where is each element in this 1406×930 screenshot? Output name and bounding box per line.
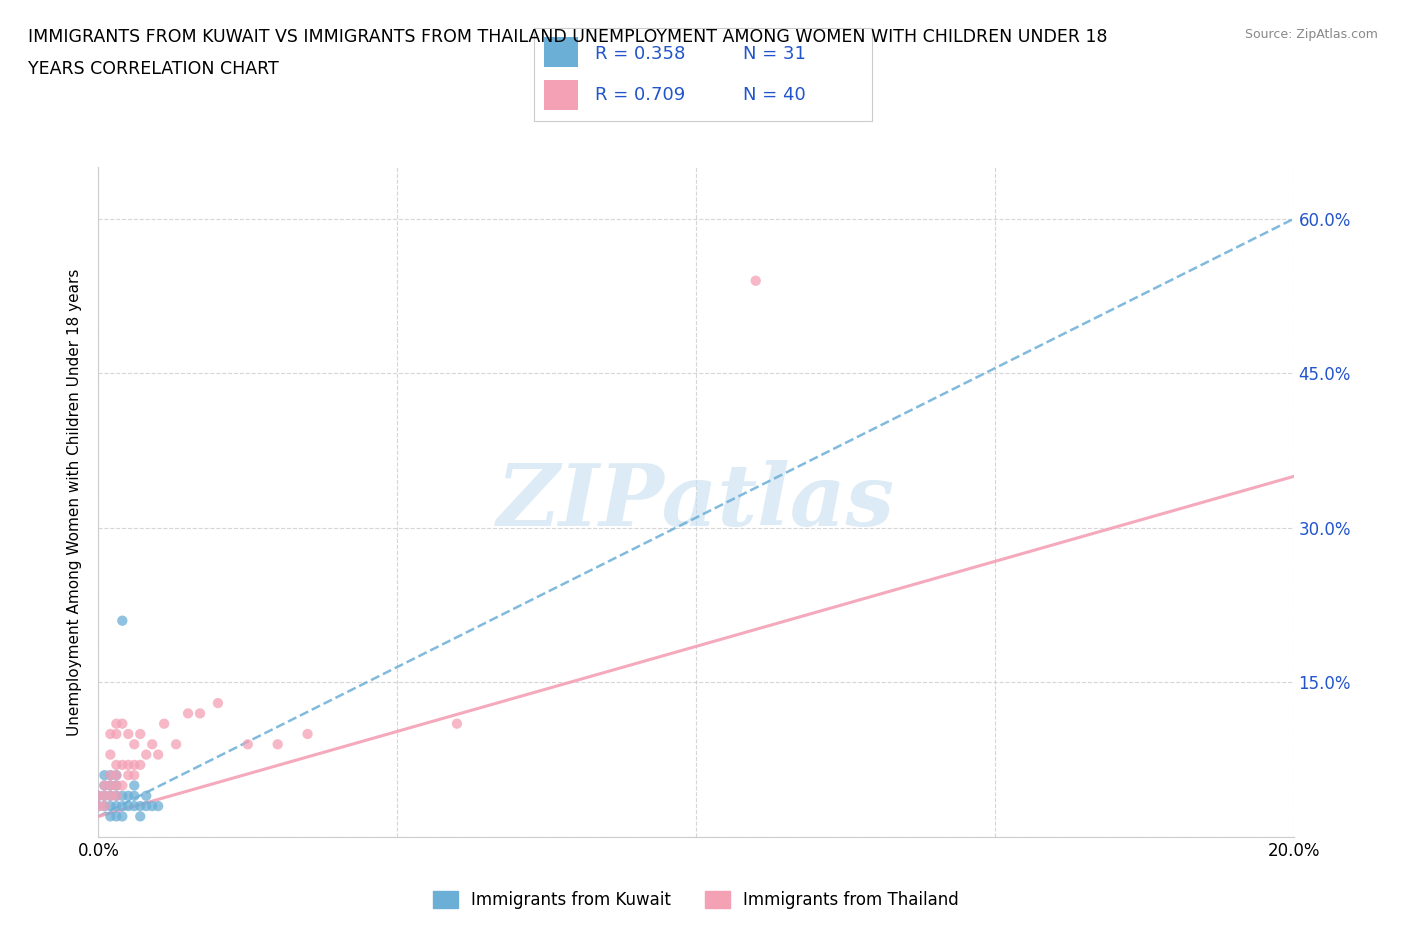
Point — [135, 799, 157, 814]
Point — [87, 799, 110, 814]
Point — [135, 747, 157, 762]
Point — [105, 726, 128, 741]
Point — [105, 768, 128, 783]
Text: ZIPatlas: ZIPatlas — [496, 460, 896, 544]
Point — [93, 799, 115, 814]
Point — [105, 757, 128, 772]
Point — [236, 737, 259, 751]
Point — [100, 809, 122, 824]
Point — [100, 789, 122, 804]
Point — [129, 726, 152, 741]
Point — [93, 789, 115, 804]
Point — [105, 778, 128, 793]
Point — [105, 799, 128, 814]
Point — [111, 757, 134, 772]
FancyBboxPatch shape — [544, 80, 578, 110]
Point — [111, 613, 134, 628]
Point — [117, 757, 139, 772]
Point — [188, 706, 211, 721]
Point — [93, 789, 115, 804]
Point — [141, 799, 163, 814]
Point — [124, 799, 146, 814]
Point — [141, 737, 163, 751]
Point — [93, 768, 115, 783]
Point — [117, 799, 139, 814]
Point — [105, 768, 128, 783]
Point — [100, 768, 122, 783]
Point — [105, 789, 128, 804]
Point — [129, 799, 152, 814]
Point — [87, 789, 110, 804]
Legend: Immigrants from Kuwait, Immigrants from Thailand: Immigrants from Kuwait, Immigrants from … — [426, 884, 966, 916]
Point — [124, 768, 146, 783]
Point — [111, 778, 134, 793]
Point — [111, 799, 134, 814]
Text: Source: ZipAtlas.com: Source: ZipAtlas.com — [1244, 28, 1378, 41]
Point — [100, 778, 122, 793]
Point — [124, 737, 146, 751]
Point — [165, 737, 187, 751]
Point — [87, 789, 110, 804]
Text: R = 0.358: R = 0.358 — [595, 45, 685, 63]
Point — [117, 768, 139, 783]
Point — [117, 726, 139, 741]
Point — [135, 789, 157, 804]
Point — [267, 737, 290, 751]
Point — [111, 809, 134, 824]
Point — [111, 716, 134, 731]
Point — [93, 778, 115, 793]
Point — [297, 726, 319, 741]
Point — [100, 789, 122, 804]
Point — [100, 768, 122, 783]
Point — [117, 789, 139, 804]
Point — [124, 757, 146, 772]
Point — [100, 778, 122, 793]
Point — [93, 778, 115, 793]
Point — [93, 799, 115, 814]
Point — [111, 789, 134, 804]
Text: N = 40: N = 40 — [744, 86, 806, 104]
Point — [105, 716, 128, 731]
Point — [129, 809, 152, 824]
Text: R = 0.709: R = 0.709 — [595, 86, 685, 104]
Point — [124, 789, 146, 804]
Point — [129, 757, 152, 772]
Point — [105, 809, 128, 824]
Point — [100, 726, 122, 741]
Point — [100, 799, 122, 814]
Point — [148, 747, 170, 762]
Text: IMMIGRANTS FROM KUWAIT VS IMMIGRANTS FROM THAILAND UNEMPLOYMENT AMONG WOMEN WITH: IMMIGRANTS FROM KUWAIT VS IMMIGRANTS FRO… — [28, 28, 1108, 46]
Point — [153, 716, 176, 731]
Text: YEARS CORRELATION CHART: YEARS CORRELATION CHART — [28, 60, 278, 78]
FancyBboxPatch shape — [544, 37, 578, 67]
Point — [87, 799, 110, 814]
Point — [105, 778, 128, 793]
Point — [446, 716, 468, 731]
Y-axis label: Unemployment Among Women with Children Under 18 years: Unemployment Among Women with Children U… — [67, 269, 83, 736]
Point — [124, 778, 146, 793]
Point — [105, 789, 128, 804]
Text: N = 31: N = 31 — [744, 45, 807, 63]
Point — [177, 706, 200, 721]
Point — [207, 696, 229, 711]
Point — [100, 747, 122, 762]
Point — [745, 273, 768, 288]
Point — [148, 799, 170, 814]
